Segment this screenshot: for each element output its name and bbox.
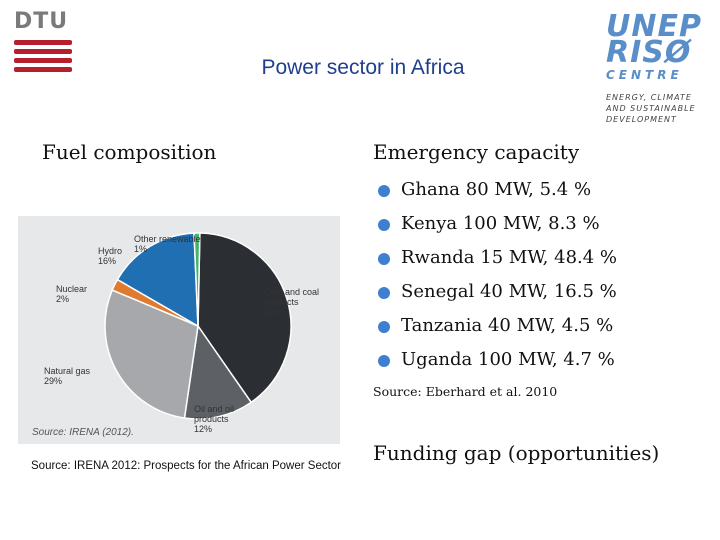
list-item-text: Senegal 40 MW, 16.5 % xyxy=(401,281,617,302)
fuel-composition-chart: Coal and coal products 40% Oil and oil produ… xyxy=(18,216,340,444)
slice-label-hydro: Hydro 16% xyxy=(98,246,122,266)
unep-riso-logo: UNEP RISØ CENTRE ENERGY, CLIMATE AND SUS… xyxy=(606,9,716,125)
bullet-icon xyxy=(378,287,390,299)
pie-slice-natural-gas xyxy=(104,289,199,419)
bullet-icon xyxy=(378,321,390,333)
list-item-text: Tanzania 40 MW, 4.5 % xyxy=(401,315,614,336)
funding-gap-heading: Funding gap (opportunities) xyxy=(373,441,660,465)
unep-tagline-3: DEVELOPMENT xyxy=(606,115,677,124)
bullet-icon xyxy=(378,355,390,367)
list-item: Ghana 80 MW, 5.4 % xyxy=(378,176,617,210)
list-item-text: Kenya 100 MW, 8.3 % xyxy=(401,213,600,234)
list-item-text: Rwanda 15 MW, 48.4 % xyxy=(401,247,618,268)
pie-slice-hydro xyxy=(116,232,199,328)
dtu-logo-text: DTU xyxy=(14,9,69,34)
slice-label-coal: Coal and coal products 40% xyxy=(264,287,319,317)
slice-label-oil: Oil and oil products 12% xyxy=(194,404,234,434)
right-source-caption: Source: Eberhard et al. 2010 xyxy=(373,384,558,399)
list-item-text: Uganda 100 MW, 4.7 % xyxy=(401,349,615,370)
bullet-icon xyxy=(378,253,390,265)
dtu-logo-bar xyxy=(14,58,72,63)
chart-source-text: Source: IRENA (2012). xyxy=(32,427,134,438)
slice-label-nuclear: Nuclear 2% xyxy=(56,284,87,304)
dtu-logo: DTU xyxy=(14,10,74,80)
slice-label-natural-gas: Natural gas 29% xyxy=(44,366,91,386)
unep-logo-line1: UNEP xyxy=(606,9,702,44)
bullet-icon xyxy=(378,219,390,231)
dtu-logo-bars xyxy=(14,40,74,72)
list-item-text: Ghana 80 MW, 5.4 % xyxy=(401,179,592,200)
unep-logo-tagline: ENERGY, CLIMATE AND SUSTAINABLE DEVELOPM… xyxy=(606,92,716,125)
unep-tagline-2: AND SUSTAINABLE xyxy=(606,104,696,113)
pie-chart-svg: Coal and coal products 40% Oil and oil produ… xyxy=(44,232,319,434)
unep-logo-line3: CENTRE xyxy=(606,68,683,82)
emergency-capacity-heading: Emergency capacity xyxy=(373,140,580,164)
slide-title: Power sector in Africa xyxy=(261,56,465,79)
list-item: Kenya 100 MW, 8.3 % xyxy=(378,210,617,244)
left-source-caption: Source: IRENA 2012: Prospects for the Af… xyxy=(31,460,342,472)
list-item: Senegal 40 MW, 16.5 % xyxy=(378,278,617,312)
dtu-logo-bar xyxy=(14,49,72,54)
unep-logo-line2: RISØ xyxy=(606,35,692,70)
dtu-logo-bar xyxy=(14,40,72,45)
pie-slice-coal xyxy=(197,232,292,404)
list-item: Tanzania 40 MW, 4.5 % xyxy=(378,312,617,346)
slice-label-other-renewables: Other renewables 1% xyxy=(134,234,206,254)
fuel-composition-heading: Fuel composition xyxy=(42,140,217,164)
pie-slice-oil xyxy=(183,324,253,420)
list-item: Rwanda 15 MW, 48.4 % xyxy=(378,244,617,278)
emergency-capacity-list: Ghana 80 MW, 5.4 % Kenya 100 MW, 8.3 % R… xyxy=(378,176,617,380)
bullet-icon xyxy=(378,185,390,197)
unep-tagline-1: ENERGY, CLIMATE xyxy=(606,93,692,102)
dtu-logo-bar xyxy=(14,67,72,72)
pie-slice-other-renewables xyxy=(193,232,201,327)
list-item: Uganda 100 MW, 4.7 % xyxy=(378,346,617,380)
